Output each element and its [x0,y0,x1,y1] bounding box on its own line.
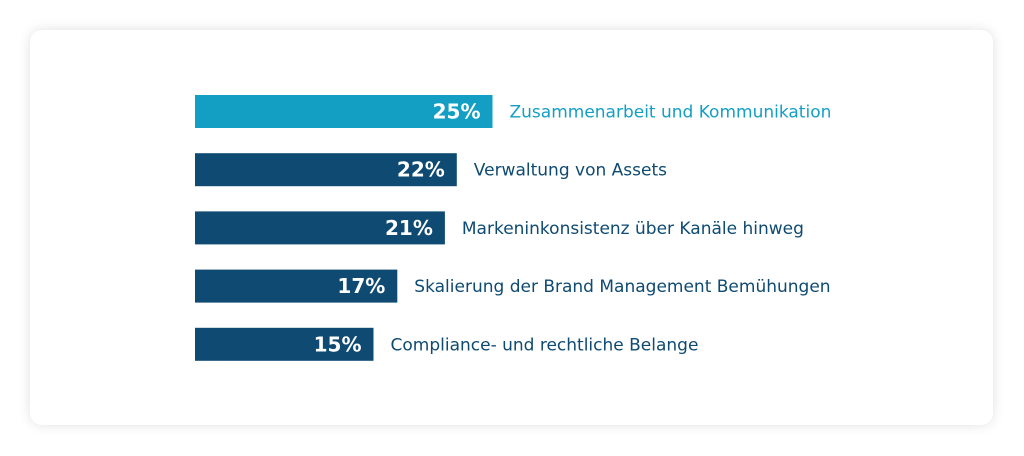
category-label: Compliance- und rechtliche Belange [391,335,699,355]
category-label: Markeninkonsistenz über Kanäle hinweg [462,219,804,239]
data-label: 25% [433,100,481,124]
data-label: 17% [337,274,385,298]
category-label: Zusammenarbeit und Kommunikation [510,103,832,123]
data-label: 21% [385,216,433,240]
bar [195,95,493,128]
data-label: 15% [314,332,362,356]
chart-card [30,30,993,425]
data-label: 22% [397,158,445,182]
bar [195,211,445,245]
bar [195,269,398,303]
bar [195,153,457,187]
category-label: Verwaltung von Assets [474,161,667,181]
bar [195,327,374,361]
category-label: Skalierung der Brand Management Bemühung… [414,277,830,297]
